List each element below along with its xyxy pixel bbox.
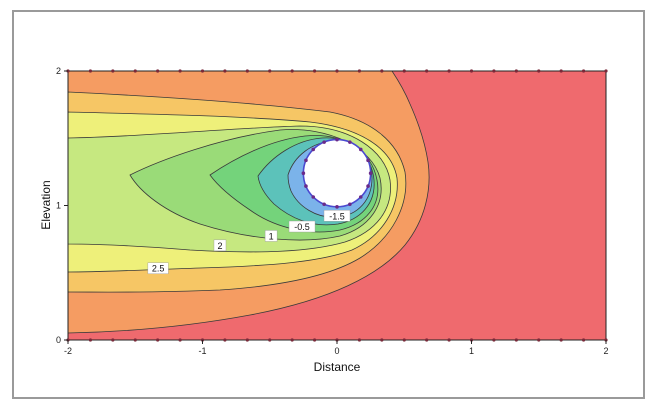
contour-label: 2 bbox=[213, 239, 227, 252]
top-boundary-node bbox=[604, 69, 608, 73]
hole-node bbox=[311, 147, 316, 152]
top-boundary-node bbox=[537, 69, 541, 73]
hole-node bbox=[301, 171, 306, 176]
top-boundary-node bbox=[268, 69, 272, 73]
top-boundary-node bbox=[88, 69, 93, 73]
top-boundary-node bbox=[581, 69, 586, 73]
top-boundary-node bbox=[447, 69, 451, 73]
bottom-boundary-node bbox=[268, 338, 272, 342]
x-axis-ticks: -2 -1 0 1 2 bbox=[64, 340, 609, 356]
contour-label-box bbox=[288, 220, 316, 233]
contour-label: -1.5 bbox=[323, 210, 351, 222]
contour-label-text: 2 bbox=[217, 241, 222, 251]
bottom-boundary-node bbox=[133, 338, 137, 342]
top-boundary-node bbox=[200, 69, 205, 73]
top-boundary-node bbox=[178, 69, 182, 73]
hole-node bbox=[366, 184, 370, 188]
contour-label-text: -0.5 bbox=[294, 222, 310, 232]
top-boundary-node bbox=[245, 69, 249, 73]
hole-node bbox=[368, 171, 373, 176]
top-boundary-node bbox=[290, 69, 294, 73]
x-tick-label: 2 bbox=[603, 346, 608, 356]
bottom-boundary-node bbox=[111, 338, 115, 342]
y-axis-title: Elevation bbox=[39, 180, 53, 229]
circular-hole bbox=[301, 137, 373, 209]
top-boundary-node bbox=[111, 69, 115, 73]
contour-labels: -1.5 -0.5 1 2 2.5 bbox=[147, 210, 351, 274]
top-boundary-node bbox=[469, 69, 474, 73]
bottom-boundary-node bbox=[559, 338, 563, 342]
bottom-boundary-node bbox=[380, 338, 384, 342]
bottom-boundary-node bbox=[88, 338, 93, 342]
hole-node bbox=[304, 158, 308, 163]
y-tick-label: 0 bbox=[56, 335, 61, 345]
contour-label-box bbox=[323, 210, 351, 222]
top-boundary-node bbox=[559, 69, 563, 73]
x-tick-label: 0 bbox=[334, 346, 339, 356]
hole-node bbox=[335, 205, 339, 209]
x-axis-title: Distance bbox=[314, 360, 361, 374]
top-boundary-node bbox=[380, 69, 384, 73]
hole-node bbox=[322, 140, 326, 144]
contour-label-text: 1 bbox=[269, 231, 274, 241]
bottom-boundary-node bbox=[223, 338, 227, 342]
contour-label: -0.5 bbox=[288, 220, 316, 233]
hole-node bbox=[366, 158, 370, 163]
y-axis-ticks: 0 1 2 bbox=[56, 66, 68, 345]
contour-label-text: 2.5 bbox=[152, 264, 165, 274]
contour-label-box bbox=[147, 262, 169, 274]
hole-node bbox=[335, 137, 339, 142]
x-tick-label: -2 bbox=[64, 346, 72, 356]
top-boundary-node bbox=[402, 69, 406, 73]
contour-label: 1 bbox=[264, 230, 278, 242]
bottom-boundary-node bbox=[447, 338, 451, 342]
bottom-boundary-node bbox=[357, 338, 362, 342]
top-boundary-node bbox=[156, 69, 160, 73]
hole-node bbox=[358, 147, 363, 152]
bottom-boundary-node bbox=[178, 338, 182, 342]
top-boundary-node bbox=[357, 69, 362, 73]
bottom-boundary-node bbox=[402, 338, 406, 342]
contour-label-box bbox=[213, 239, 227, 252]
top-boundary-node bbox=[335, 69, 339, 73]
hole-node bbox=[358, 195, 363, 199]
bottom-boundary-node bbox=[537, 338, 541, 342]
bottom-boundary-node bbox=[156, 338, 160, 342]
hole-node bbox=[348, 140, 352, 144]
x-tick-label: -1 bbox=[198, 346, 206, 356]
bottom-boundary-node bbox=[312, 338, 317, 342]
bottom-boundary-node bbox=[425, 338, 429, 342]
bottom-boundary-node bbox=[581, 338, 586, 342]
bottom-boundary-node bbox=[492, 338, 496, 342]
top-boundary-node bbox=[514, 69, 518, 73]
top-boundary-node bbox=[492, 69, 496, 73]
hole-node bbox=[311, 195, 316, 199]
y-tick-label: 1 bbox=[56, 201, 61, 211]
hole-node bbox=[348, 202, 352, 207]
hole-node bbox=[304, 184, 308, 188]
y-tick-label: 2 bbox=[56, 66, 61, 76]
x-tick-label: 1 bbox=[469, 346, 474, 356]
bottom-boundary-node bbox=[245, 338, 249, 342]
top-boundary-node bbox=[223, 69, 227, 73]
contour-label: 2.5 bbox=[147, 262, 169, 274]
top-boundary-node bbox=[312, 69, 317, 73]
top-boundary-node bbox=[133, 69, 137, 73]
bottom-boundary-node bbox=[514, 338, 518, 342]
top-boundary-node bbox=[425, 69, 429, 73]
contour-label-box bbox=[264, 230, 278, 242]
bottom-boundary-node bbox=[290, 338, 294, 342]
hole-node bbox=[322, 202, 326, 207]
contour-label-text: -1.5 bbox=[329, 211, 345, 221]
